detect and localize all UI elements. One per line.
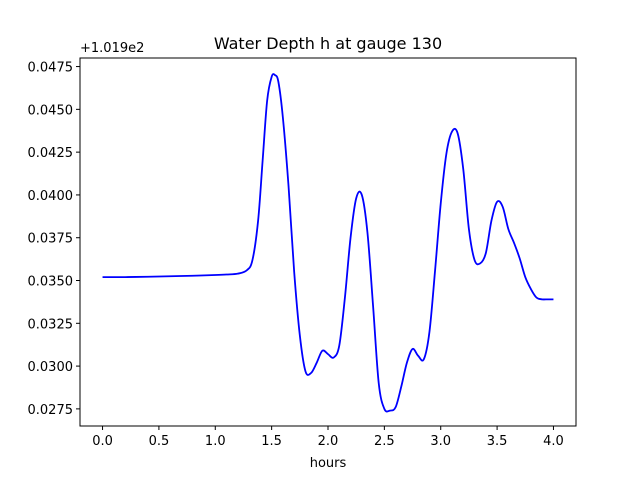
y-tick-label: 0.0300 [28,360,74,375]
y-offset-label: +1.019e2 [80,41,144,56]
x-tick-label: 1.0 [205,434,226,449]
y-tick-label: 0.0450 [28,103,74,118]
x-tick-label: 0.0 [92,434,113,449]
x-tick-label: 1.5 [261,434,282,449]
series-line [102,73,554,413]
x-tick-label: 2.0 [318,434,339,449]
x-tick-label: 3.5 [487,434,508,449]
y-axis: 0.0275 0.0300 0.0325 0.0350 0.0375 0.0400 0.04… [28,61,80,418]
x-axis: 0.0 0.5 1.0 1.5 2.0 2.5 3.0 3.5 4.0 [92,426,564,449]
x-tick-label: 3.0 [430,434,451,449]
y-tick-label: 0.0375 [28,232,74,247]
y-tick-label: 0.0275 [28,403,74,418]
y-tick-label: 0.0400 [28,189,74,204]
chart-title: Water Depth h at gauge 130 [214,34,442,53]
x-tick-label: 0.5 [149,434,170,449]
x-tick-label: 2.5 [374,434,395,449]
y-tick-label: 0.0425 [28,146,74,161]
x-axis-label: hours [310,456,347,471]
y-tick-label: 0.0325 [28,317,74,332]
y-tick-label: 0.0350 [28,275,74,290]
x-tick-label: 4.0 [543,434,564,449]
y-tick-label: 0.0475 [28,61,74,76]
